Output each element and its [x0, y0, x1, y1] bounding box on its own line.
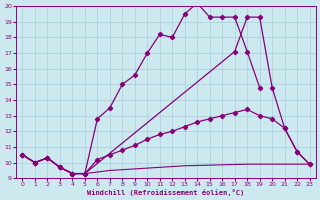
X-axis label: Windchill (Refroidissement éolien,°C): Windchill (Refroidissement éolien,°C): [87, 189, 245, 196]
